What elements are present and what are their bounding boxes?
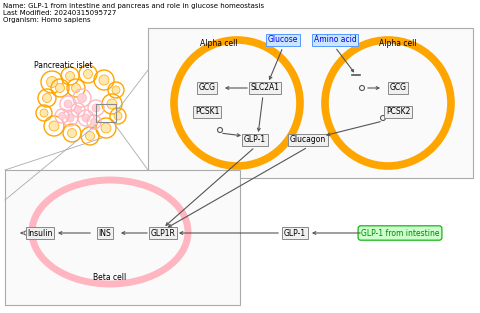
Text: PCSK1: PCSK1 xyxy=(195,107,219,116)
Circle shape xyxy=(84,69,93,79)
Circle shape xyxy=(85,131,95,141)
Text: GLP-1 from intestine: GLP-1 from intestine xyxy=(361,228,439,238)
Text: GLP-1: GLP-1 xyxy=(284,228,306,238)
Circle shape xyxy=(68,129,76,137)
Text: Alpha cell: Alpha cell xyxy=(379,38,417,48)
Circle shape xyxy=(112,86,120,94)
Circle shape xyxy=(82,114,90,122)
Circle shape xyxy=(47,76,58,88)
Bar xyxy=(96,104,116,122)
Circle shape xyxy=(56,84,64,93)
Text: INS: INS xyxy=(98,228,111,238)
Text: Beta cell: Beta cell xyxy=(94,274,127,283)
Circle shape xyxy=(99,75,109,85)
Bar xyxy=(148,28,473,178)
Circle shape xyxy=(72,84,81,93)
Text: GLP1R: GLP1R xyxy=(151,228,175,238)
Text: Alpha cell: Alpha cell xyxy=(200,38,238,48)
Circle shape xyxy=(92,104,100,112)
Text: Name: GLP-1 from intestine and pancreas and role in glucose homeostasis: Name: GLP-1 from intestine and pancreas … xyxy=(3,3,264,9)
Circle shape xyxy=(59,112,65,120)
Circle shape xyxy=(107,99,117,109)
Circle shape xyxy=(64,100,72,108)
Text: Organism: Homo sapiens: Organism: Homo sapiens xyxy=(3,17,91,23)
Circle shape xyxy=(66,114,74,122)
Circle shape xyxy=(114,112,122,120)
Text: Last Modified: 20240315095727: Last Modified: 20240315095727 xyxy=(3,10,116,16)
Circle shape xyxy=(77,94,86,102)
Text: Glucose: Glucose xyxy=(268,35,298,44)
Text: GCG: GCG xyxy=(199,84,216,93)
Circle shape xyxy=(74,106,82,114)
Circle shape xyxy=(49,121,59,131)
Text: PCSK2: PCSK2 xyxy=(386,107,410,116)
Text: Amino acid: Amino acid xyxy=(313,35,356,44)
Text: Glucagon: Glucagon xyxy=(290,136,326,145)
Text: SLC2A1: SLC2A1 xyxy=(251,84,279,93)
Circle shape xyxy=(65,71,74,80)
Circle shape xyxy=(101,123,111,133)
Circle shape xyxy=(43,94,51,102)
Circle shape xyxy=(40,109,48,117)
Text: GCG: GCG xyxy=(389,84,407,93)
Text: Insulin: Insulin xyxy=(27,228,53,238)
Text: Pancreatic islet: Pancreatic islet xyxy=(34,60,92,69)
Text: GLP-1: GLP-1 xyxy=(244,136,266,145)
Circle shape xyxy=(91,119,97,126)
Bar xyxy=(5,170,240,305)
